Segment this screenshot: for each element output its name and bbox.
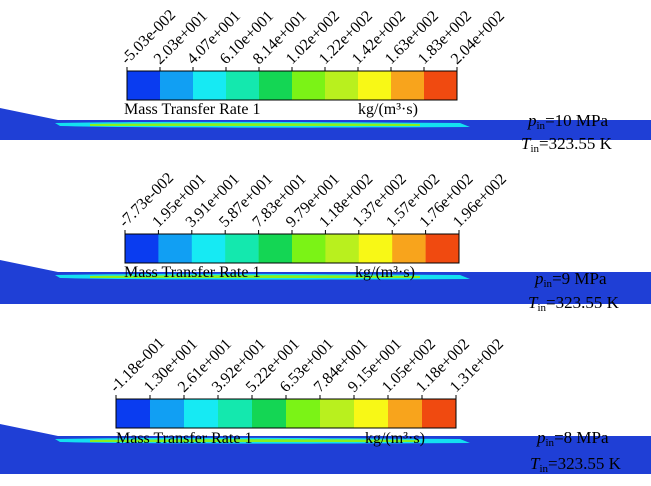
colorbar-segment bbox=[392, 234, 426, 263]
contour-panel-svg: -5.03e-0022.03e+0014.07e+0016.10e+0018.1… bbox=[0, 6, 651, 155]
contour-panel-svg: -1.18e-0011.30e+0012.61e+0013.92e+0015.2… bbox=[0, 334, 651, 475]
colorbar-segment bbox=[292, 71, 326, 100]
condition-pressure: pin=9 MPa bbox=[534, 269, 607, 290]
colorbar-segment bbox=[150, 399, 185, 428]
colorbar-segment bbox=[160, 71, 194, 100]
colorbar-segment bbox=[252, 399, 287, 428]
flow-green-band bbox=[90, 439, 420, 442]
panel-p8: -1.18e-001 1.30e+001 2.61e+001 3.92e+001 5.2… bbox=[0, 324, 651, 486]
colorbar-segment bbox=[226, 71, 260, 100]
colorbar-segment bbox=[193, 71, 227, 100]
panel-p10: -5.03e-002 2.03e+001 4.07e+001 6.10e+001 8.1… bbox=[0, 0, 651, 162]
flow-contour bbox=[0, 108, 651, 140]
colorbar-segment bbox=[292, 234, 326, 263]
legend-unit: kg/(m³·s) bbox=[358, 101, 418, 118]
colorbar-segment bbox=[391, 71, 425, 100]
colorbar-segment bbox=[116, 399, 151, 428]
flow-contour bbox=[0, 260, 651, 304]
colorbar-segment bbox=[259, 71, 293, 100]
flow-green-band bbox=[90, 123, 420, 126]
condition-temperature: Tin=323.55 K bbox=[530, 454, 622, 475]
colorbar-segment bbox=[158, 234, 193, 263]
colorbar-segment bbox=[320, 399, 355, 428]
legend-unit: kg/(m³·s) bbox=[365, 430, 425, 447]
colorbar-segment bbox=[258, 234, 293, 263]
condition-temperature: Tin=323.55 K bbox=[521, 134, 613, 155]
legend-title: Mass Transfer Rate 1 bbox=[116, 430, 252, 447]
condition-pressure: pin=8 MPa bbox=[536, 428, 609, 449]
colorbar-segment bbox=[286, 399, 321, 428]
condition-pressure: pin=10 MPa bbox=[527, 111, 608, 132]
colorbar-segment bbox=[358, 71, 392, 100]
contour-panel-svg: -7.73e-0021.95e+0013.91e+0015.87e+0017.8… bbox=[0, 169, 651, 314]
colorbar-segment bbox=[125, 234, 159, 263]
colorbar-segment bbox=[184, 399, 219, 428]
flow-contour bbox=[0, 424, 651, 474]
panel-p9: -7.73e-002 1.95e+001 3.91e+001 5.87e+001 7.8… bbox=[0, 162, 651, 324]
colorbar-segment bbox=[225, 234, 259, 263]
condition-temperature: Tin=323.55 K bbox=[528, 293, 620, 314]
legend-unit: kg/(m³·s) bbox=[355, 264, 415, 281]
flow-green-band bbox=[90, 275, 420, 278]
colorbar-segment bbox=[127, 71, 161, 100]
colorbar-segment bbox=[191, 234, 226, 263]
legend-title: Mass Transfer Rate 1 bbox=[124, 264, 260, 281]
flow-domain bbox=[0, 424, 651, 474]
colorbar-segment bbox=[424, 71, 458, 100]
colorbar-segment bbox=[325, 71, 359, 100]
colorbar-segment bbox=[358, 234, 393, 263]
colorbar-segment bbox=[388, 399, 423, 428]
colorbar-segment bbox=[425, 234, 460, 263]
flow-domain bbox=[0, 260, 651, 304]
colorbar-segment bbox=[354, 399, 389, 428]
colorbar-segment bbox=[218, 399, 253, 428]
legend-title: Mass Transfer Rate 1 bbox=[124, 101, 260, 118]
colorbar-segment bbox=[325, 234, 360, 263]
colorbar-segment bbox=[422, 399, 457, 428]
